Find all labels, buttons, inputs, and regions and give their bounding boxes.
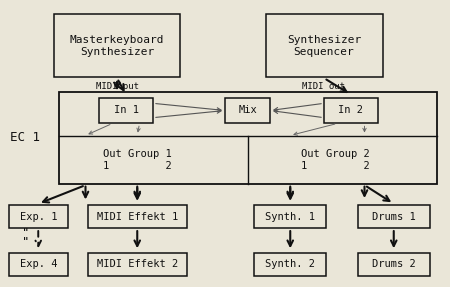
Text: Exp. 1: Exp. 1 (19, 212, 57, 222)
Text: Synth. 2: Synth. 2 (265, 259, 315, 269)
Text: MIDI out: MIDI out (302, 82, 346, 91)
Text: 1         2: 1 2 (103, 162, 171, 171)
Text: Masterkeyboard
Synthesizer: Masterkeyboard Synthesizer (70, 35, 164, 57)
Text: EC 1: EC 1 (10, 131, 40, 144)
FancyBboxPatch shape (324, 98, 378, 123)
FancyBboxPatch shape (88, 205, 187, 228)
FancyBboxPatch shape (58, 92, 436, 184)
Text: Drums 1: Drums 1 (372, 212, 416, 222)
Text: Synth. 1: Synth. 1 (265, 212, 315, 222)
FancyBboxPatch shape (266, 14, 382, 77)
FancyBboxPatch shape (254, 205, 326, 228)
Text: MIDI Effekt 1: MIDI Effekt 1 (97, 212, 178, 222)
FancyBboxPatch shape (88, 253, 187, 276)
Text: Out Group 1: Out Group 1 (103, 149, 171, 158)
Text: Mix: Mix (238, 106, 257, 115)
FancyBboxPatch shape (9, 205, 68, 228)
Text: Synthesizer
Sequencer: Synthesizer Sequencer (287, 35, 361, 57)
Text: Drums 2: Drums 2 (372, 259, 416, 269)
FancyBboxPatch shape (9, 253, 68, 276)
FancyBboxPatch shape (358, 205, 430, 228)
Text: 1         2: 1 2 (301, 162, 369, 171)
Text: MIDI out: MIDI out (95, 82, 139, 91)
FancyBboxPatch shape (225, 98, 270, 123)
Text: ": " (22, 236, 30, 249)
Text: In 1: In 1 (113, 106, 139, 115)
Text: Exp. 4: Exp. 4 (19, 259, 57, 269)
FancyBboxPatch shape (254, 253, 326, 276)
Text: In 2: In 2 (338, 106, 364, 115)
FancyBboxPatch shape (358, 253, 430, 276)
Text: Out Group 2: Out Group 2 (301, 149, 369, 158)
Text: ": " (22, 227, 30, 241)
FancyBboxPatch shape (99, 98, 153, 123)
Text: MIDI Effekt 2: MIDI Effekt 2 (97, 259, 178, 269)
FancyBboxPatch shape (54, 14, 180, 77)
